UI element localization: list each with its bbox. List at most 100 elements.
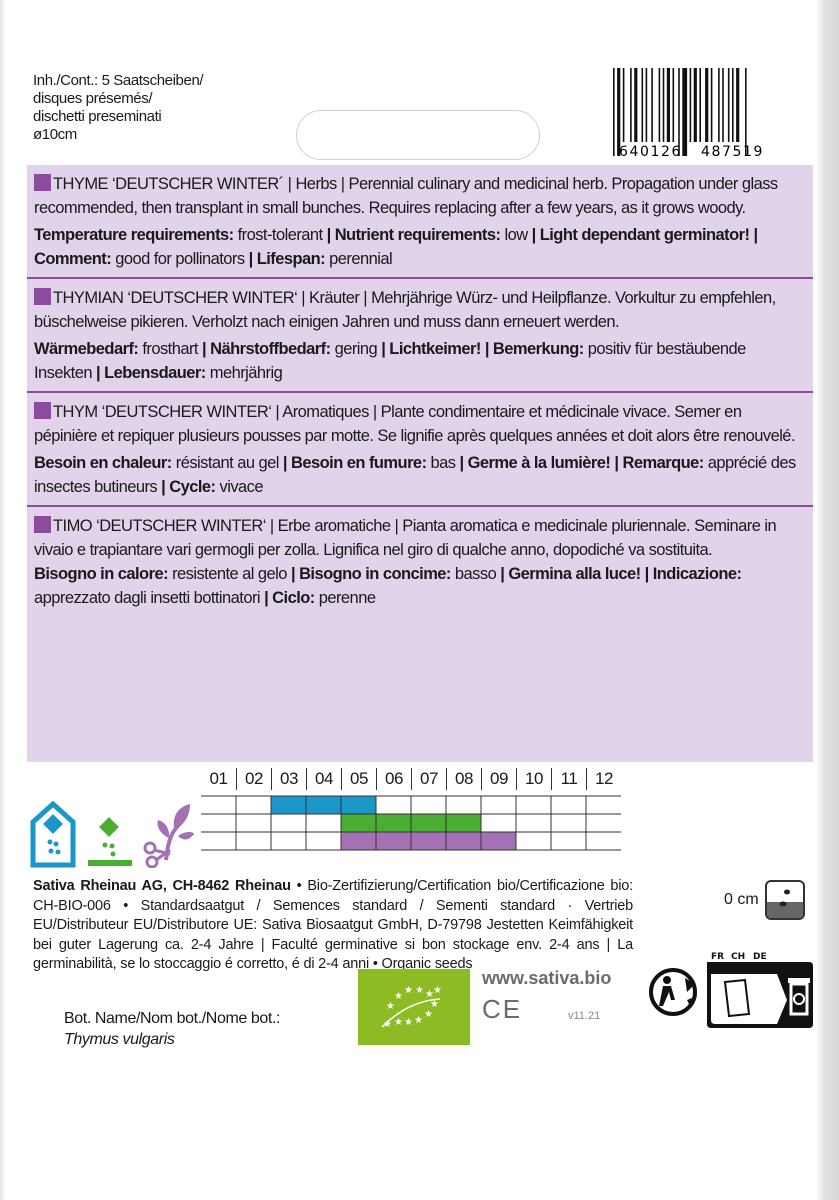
prop-key: | Besoin en fumure: xyxy=(282,454,427,472)
barcode-bar xyxy=(617,68,621,156)
svg-text:★: ★ xyxy=(425,989,434,1000)
prop-value: bas xyxy=(426,454,460,472)
description-panel: THYME ‘DEUTSCHER WINTER´ | Herbs | Peren… xyxy=(27,165,813,762)
prop-key: Bisogno in calore: xyxy=(34,565,169,583)
barcode-bar xyxy=(705,68,709,142)
section-marker-icon xyxy=(34,288,51,305)
seed-on-soil-icon xyxy=(764,880,805,920)
barcode-bar xyxy=(693,68,697,142)
month-label: 07 xyxy=(411,768,446,790)
company-name: Sativa Rheinau AG, CH-8462 Rheinau xyxy=(33,878,291,894)
section-marker-icon xyxy=(34,402,51,419)
barcode-bar xyxy=(718,68,720,142)
month-label: 10 xyxy=(516,768,551,790)
prop-key: | Bisogno in concime: xyxy=(290,565,451,583)
country-de: DE xyxy=(753,952,767,962)
eu-organic-logo: ★★ ★ ★ ★★ ★★★★★★ xyxy=(358,969,470,1045)
prop-key: | Germina alla luce! | Indicazione: xyxy=(500,565,742,583)
prop-value: perenne xyxy=(314,589,376,607)
greenhouse-sowing-icon xyxy=(30,800,76,868)
barcode-bar xyxy=(710,68,713,142)
variety-description: | Erbe aromatiche | Pianta aromatica e m… xyxy=(34,517,777,559)
prop-key: Temperature requirements: xyxy=(34,226,234,244)
barcode-bar xyxy=(645,68,648,142)
recycling-info: FR CH DE xyxy=(649,952,813,1028)
prop-key: | Cycle: xyxy=(161,478,216,496)
triman-icon xyxy=(649,968,697,1016)
packet-right-edge xyxy=(815,0,839,1200)
section-english: THYME ‘DEUTSCHER WINTER´ | Herbs | Peren… xyxy=(27,165,813,279)
calendar-legend-icons xyxy=(30,800,194,868)
month-label: 12 xyxy=(586,768,621,790)
country-ch: CH xyxy=(731,952,745,962)
prop-key: Besoin en chaleur: xyxy=(34,454,172,472)
calendar-bar-greenhouse-sowing xyxy=(271,796,376,814)
prop-value: frost-tolerant xyxy=(233,226,327,244)
barcode-bar xyxy=(641,68,644,142)
prop-key: | Lifespan: xyxy=(248,250,326,268)
month-label: 06 xyxy=(376,768,411,790)
prop-value: good for pollinators xyxy=(111,250,249,268)
prop-value: résistant au gel xyxy=(171,454,283,472)
contents-line: disques présemés/ xyxy=(33,90,153,107)
section-italian: TIMO ‘DEUTSCHER WINTER‘ | Erbe aromatich… xyxy=(27,507,813,616)
prop-value: vivace xyxy=(215,478,264,496)
packet-left-edge xyxy=(0,0,6,1200)
variety-description: | Herbs | Perennial culinary and medicin… xyxy=(34,175,778,217)
botanical-value: Thymus vulgaris xyxy=(64,1031,175,1048)
barcode-bar xyxy=(634,68,638,142)
month-label: 08 xyxy=(446,768,481,790)
month-label: 11 xyxy=(551,768,586,790)
barcode-bar xyxy=(727,68,730,142)
variety-title: THYME ‘DEUTSCHER WINTER´ xyxy=(53,175,284,193)
svg-text:★: ★ xyxy=(414,1015,423,1026)
variety-description: | Aromatiques | Plante condimentaire et … xyxy=(34,403,796,445)
variety-title: THYM ‘DEUTSCHER WINTER‘ xyxy=(53,403,272,421)
month-label: 05 xyxy=(341,768,376,790)
barcode-digits-1: 640126 xyxy=(619,144,682,158)
svg-text:★: ★ xyxy=(386,1001,395,1012)
barcode: 7 640126 487519 xyxy=(613,68,764,158)
svg-text:★: ★ xyxy=(415,985,424,996)
outdoor-sowing-icon xyxy=(88,817,132,866)
prop-key: | Lebensdauer: xyxy=(96,364,206,382)
prop-key: | Light dependant germinator! | Comment: xyxy=(34,226,758,268)
prop-key: | Lichtkeimer! | Bemerkung: xyxy=(381,340,584,358)
svg-text:★: ★ xyxy=(383,1019,392,1030)
sowing-depth: 0 cm xyxy=(724,880,805,920)
barcode-bar xyxy=(658,68,661,142)
contents-line: Inh./Cont.: 5 Saatscheiben/ xyxy=(33,72,204,89)
prop-value: apprezzato dagli insetti bottinatori xyxy=(34,589,265,607)
variety-description: | Kräuter | Mehrjährige Würz- und Heilpf… xyxy=(34,289,776,331)
prop-value: basso xyxy=(450,565,501,583)
barcode-bar xyxy=(699,68,701,142)
barcode-bar xyxy=(672,68,675,142)
barcode-bar xyxy=(732,68,734,142)
barcode-bar xyxy=(622,68,625,142)
barcode-bar xyxy=(722,68,724,142)
website-link[interactable]: www.sativa.bio xyxy=(482,968,612,988)
company-info: Sativa Rheinau AG, CH-8462 Rheinau • Bio… xyxy=(33,877,633,975)
prop-key: Wärmebedarf: xyxy=(34,340,139,358)
month-label: 04 xyxy=(306,768,341,790)
svg-text:★: ★ xyxy=(394,1017,403,1028)
barcode-bar xyxy=(689,68,692,142)
barcode-digits-2: 487519 xyxy=(701,144,764,158)
section-german: THYMIAN ‘DEUTSCHER WINTER‘ | Kräuter | M… xyxy=(27,279,813,393)
month-label: 03 xyxy=(271,768,306,790)
botanical-label: Bot. Name/Nom bot./Nome bot.: xyxy=(64,1010,281,1027)
calendar-bar-harvest-scissors xyxy=(341,832,516,850)
prop-value: resistente al gelo xyxy=(168,565,291,583)
svg-text:★: ★ xyxy=(433,985,442,996)
contents-info: Inh./Cont.: 5 Saatscheiben/ disques prés… xyxy=(33,72,204,144)
section-french: THYM ‘DEUTSCHER WINTER‘ | Aromatiques | … xyxy=(27,393,813,507)
calendar-months: 01 02 03 04 05 06 07 08 09 10 11 12 xyxy=(201,768,621,790)
barcode-bar xyxy=(666,68,670,142)
section-marker-icon xyxy=(34,174,51,191)
barcode-bar xyxy=(682,68,688,156)
prop-value: frosthart xyxy=(138,340,202,358)
barcode-bar xyxy=(736,68,740,142)
svg-text:★: ★ xyxy=(394,991,403,1002)
company-details: • Bio-Zertifizierung/Certification bio/C… xyxy=(33,878,633,972)
prop-value: perennial xyxy=(325,250,393,268)
